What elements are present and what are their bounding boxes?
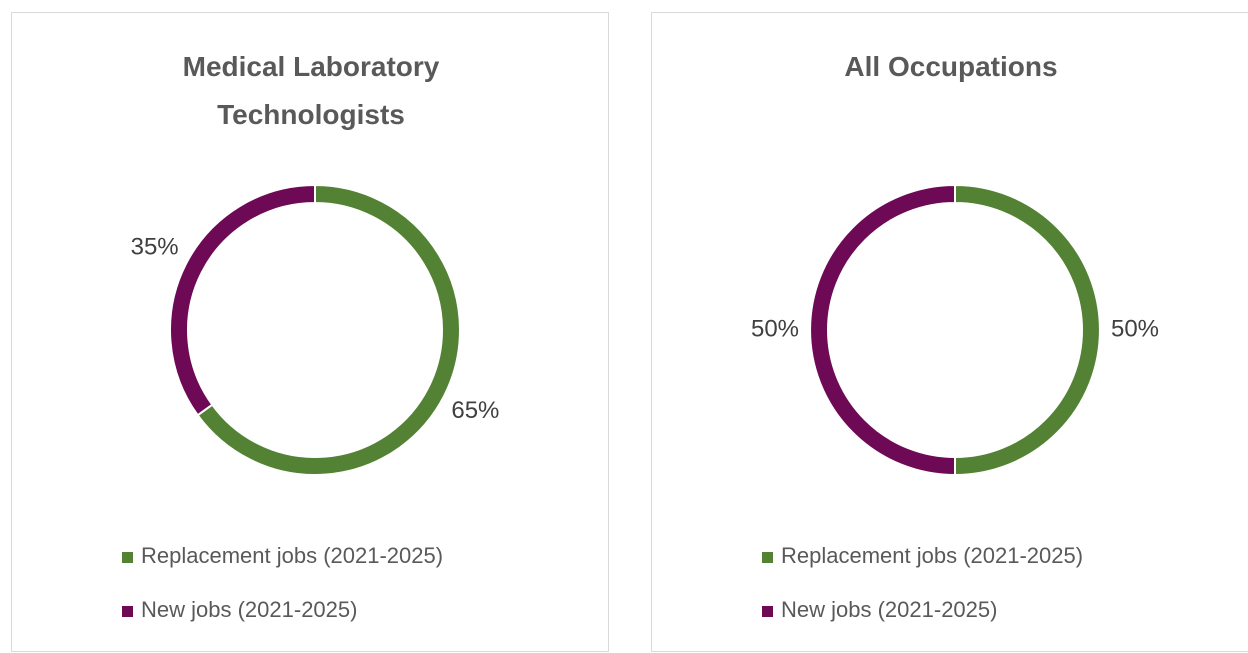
- legend-swatch: [762, 606, 773, 617]
- data-label: 35%: [131, 234, 179, 261]
- legend-entry: Replacement jobs (2021-2025): [122, 543, 443, 569]
- chart-title: Medical Laboratory Technologists: [182, 51, 440, 130]
- legend-entry: Replacement jobs (2021-2025): [762, 543, 1083, 569]
- legend-label: New jobs (2021-2025): [141, 597, 358, 622]
- donut-segment: [809, 183, 956, 477]
- chart-panel: Medical Laboratory Technologists 65% 35% Re…: [11, 12, 609, 652]
- legend-swatch: [762, 552, 773, 563]
- chart-title: All Occupations: [844, 51, 1058, 82]
- legend-label: Replacement jobs (2021-2025): [141, 543, 444, 568]
- legend-swatch: [122, 552, 133, 563]
- chart-panel: All Occupations 50% 50% Replacement jobs (2…: [651, 12, 1248, 652]
- legend-entry: New jobs (2021-2025): [762, 597, 997, 623]
- donut-chart: 65% 35%: [131, 183, 499, 476]
- donut-segment: [954, 183, 1101, 477]
- donut-chart: 50% 50%: [751, 183, 1159, 477]
- legend-swatch: [122, 606, 133, 617]
- data-label: 65%: [451, 397, 499, 424]
- data-label: 50%: [1111, 315, 1159, 342]
- legend-label: New jobs (2021-2025): [781, 597, 998, 622]
- data-label: 50%: [751, 315, 799, 342]
- legend-entry: New jobs (2021-2025): [122, 597, 357, 623]
- donut-segment: [169, 183, 316, 417]
- legend-label: Replacement jobs (2021-2025): [781, 543, 1084, 568]
